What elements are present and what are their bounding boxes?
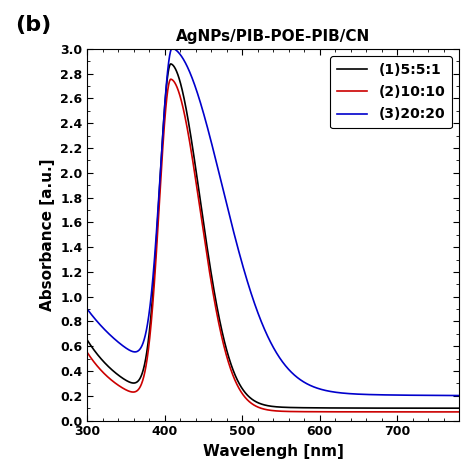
Legend: (1)5:5:1, (2)10:10, (3)20:20: (1)5:5:1, (2)10:10, (3)20:20 <box>330 56 452 128</box>
(1)5:5:1 <box>255 400 261 406</box>
(2)10:10 <box>456 409 462 415</box>
(3)20:20 <box>446 392 451 398</box>
(2)10:10 <box>446 409 451 415</box>
(2)10:10 <box>255 404 261 410</box>
(2)10:10 <box>377 409 383 415</box>
(3)20:20 <box>255 311 261 317</box>
(3)20:20 <box>169 45 175 51</box>
(1)5:5:1 <box>456 405 462 411</box>
(2)10:10 <box>265 407 271 413</box>
(3)20:20 <box>456 392 462 398</box>
(1)5:5:1 <box>265 403 271 409</box>
(3)20:20 <box>446 392 451 398</box>
Y-axis label: Absorbance [a.u.]: Absorbance [a.u.] <box>39 158 55 311</box>
Line: (3)20:20: (3)20:20 <box>87 48 459 395</box>
Text: (b): (b) <box>15 15 51 35</box>
X-axis label: Wavelengh [nm]: Wavelengh [nm] <box>203 444 344 459</box>
Title: AgNPs/PIB-POE-PIB/CN: AgNPs/PIB-POE-PIB/CN <box>176 28 370 44</box>
(3)20:20 <box>265 335 271 340</box>
(1)5:5:1 <box>103 362 109 367</box>
(3)20:20 <box>84 306 90 312</box>
Line: (1)5:5:1: (1)5:5:1 <box>87 64 459 408</box>
(2)10:10 <box>446 409 451 415</box>
(1)5:5:1 <box>446 405 451 411</box>
(3)20:20 <box>103 328 109 334</box>
(2)10:10 <box>168 76 173 82</box>
Line: (2)10:10: (2)10:10 <box>87 79 459 412</box>
(1)5:5:1 <box>446 405 451 411</box>
(2)10:10 <box>103 373 109 378</box>
(2)10:10 <box>84 350 90 356</box>
(3)20:20 <box>377 392 383 398</box>
(1)5:5:1 <box>84 337 90 343</box>
(1)5:5:1 <box>168 61 173 67</box>
(1)5:5:1 <box>377 405 383 411</box>
